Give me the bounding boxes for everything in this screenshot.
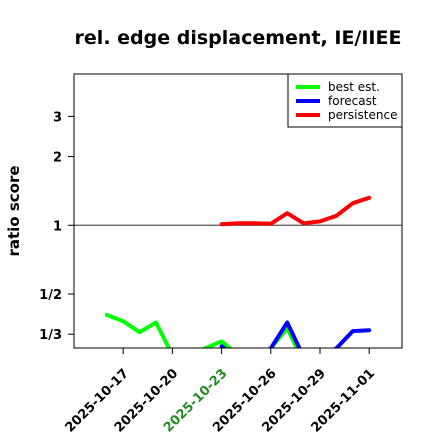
y-tick-label: 3 bbox=[53, 110, 62, 125]
series-line-best-est bbox=[104, 312, 299, 348]
legend-label: persistence bbox=[328, 108, 397, 122]
series-line-forecast bbox=[219, 320, 372, 348]
chart-title: rel. edge displacement, IE/IIEE bbox=[75, 27, 402, 49]
x-axis: 2025-10-172025-10-202025-10-232025-10-26… bbox=[63, 348, 378, 436]
y-tick-label: 1/3 bbox=[39, 328, 62, 343]
y-axis-label: ratio score bbox=[5, 165, 23, 256]
legend-label: forecast bbox=[328, 94, 377, 108]
legend-label: best est. bbox=[328, 80, 380, 94]
y-tick-label: 1/2 bbox=[39, 288, 62, 303]
series-line-persistence bbox=[219, 195, 372, 227]
y-tick-label: 1 bbox=[53, 219, 62, 234]
y-tick-label: 2 bbox=[53, 151, 62, 166]
y-axis: 1/3 1/2 1 2 3 bbox=[39, 110, 74, 343]
series-layer bbox=[104, 195, 372, 348]
plot-frame bbox=[73, 73, 403, 349]
